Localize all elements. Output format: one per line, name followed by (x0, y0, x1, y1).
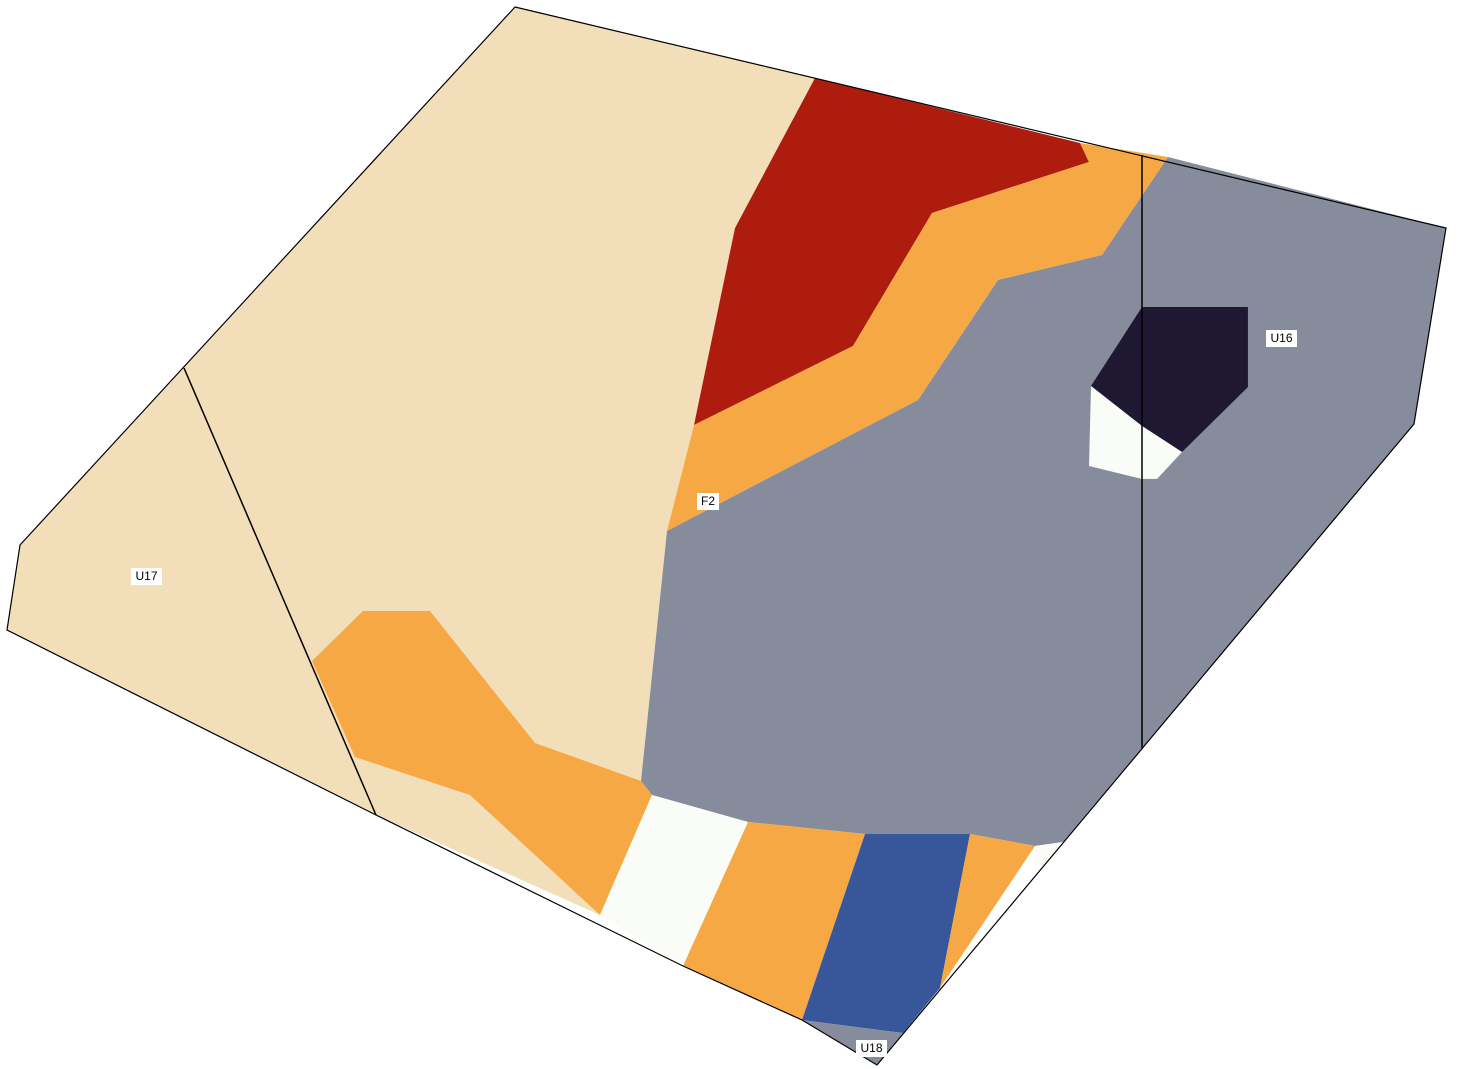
region-off-white-inner (1089, 386, 1182, 479)
region-off-white-south (600, 795, 748, 966)
svg-text:U18: U18 (860, 1041, 882, 1055)
label-u18: U18 (856, 1040, 887, 1057)
label-u16: U16 (1266, 330, 1297, 347)
region-dark-red (694, 78, 1089, 425)
internal-boundaries (299, 69, 1249, 835)
region-tan-west (7, 7, 815, 915)
region-orange-west-lobe (312, 611, 652, 915)
unit-dividers (183, 155, 1143, 816)
label-f2: F2 (697, 493, 719, 510)
region-orange-band-north (667, 143, 1168, 531)
region-blue-south (802, 834, 970, 1033)
svg-text:F2: F2 (701, 494, 715, 508)
svg-text:U16: U16 (1270, 331, 1292, 345)
map-outline (6, 6, 1447, 1066)
region-orange-south (683, 822, 865, 1020)
region-off-white-southeast (1035, 842, 1063, 875)
region-dark-navy (1091, 307, 1248, 452)
region-orange-southeast (940, 834, 1035, 988)
label-u17: U17 (131, 568, 162, 585)
svg-text:U17: U17 (135, 569, 157, 583)
divider-west (183, 367, 377, 816)
